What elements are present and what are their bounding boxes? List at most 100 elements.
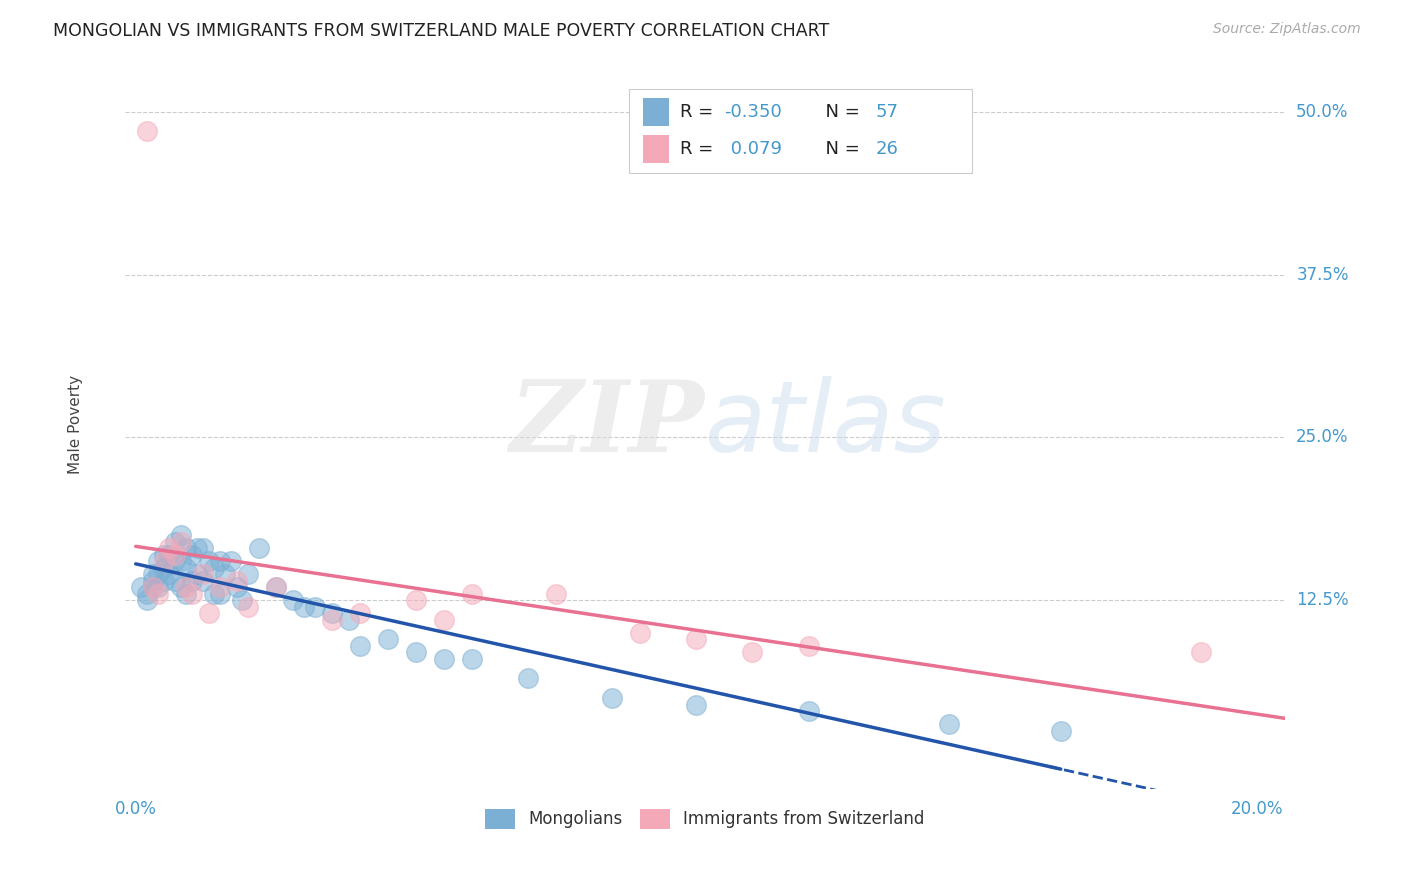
Point [628, 625, 651, 640]
Point [136, 593, 159, 607]
Point [281, 593, 304, 607]
Point [141, 580, 163, 594]
Point [152, 554, 174, 568]
Text: N =: N = [814, 140, 865, 158]
Point [169, 554, 191, 568]
Text: 57: 57 [876, 103, 898, 121]
Bar [644, 98, 669, 126]
Point [157, 548, 180, 562]
Point [191, 541, 214, 556]
Point [219, 554, 242, 568]
Point [236, 567, 259, 582]
Point [208, 554, 231, 568]
Point [208, 580, 231, 594]
Point [741, 645, 763, 659]
Point [186, 541, 208, 556]
Point [236, 599, 259, 614]
Point [461, 587, 484, 601]
Text: R =: R = [681, 103, 720, 121]
Text: N =: N = [814, 103, 865, 121]
Point [405, 593, 427, 607]
Bar [644, 136, 669, 163]
Point [152, 548, 174, 562]
Point [146, 554, 169, 568]
Point [685, 632, 707, 647]
Text: 50.0%: 50.0% [1296, 103, 1348, 120]
Text: 12.5%: 12.5% [1296, 591, 1348, 609]
Point [349, 639, 371, 653]
Point [141, 580, 163, 594]
Text: R =: R = [681, 140, 720, 158]
Point [186, 567, 208, 582]
Point [163, 554, 186, 568]
Point [146, 587, 169, 601]
Point [141, 567, 163, 582]
Point [152, 560, 174, 574]
Point [180, 548, 202, 562]
Point [247, 541, 270, 556]
Point [1189, 645, 1212, 659]
Point [225, 574, 247, 588]
Point [685, 698, 707, 712]
Point [174, 560, 197, 574]
Point [377, 632, 399, 647]
Point [1049, 723, 1071, 738]
Point [157, 567, 180, 582]
Point [938, 717, 960, 731]
FancyBboxPatch shape [630, 89, 972, 173]
Point [174, 541, 197, 556]
Point [141, 574, 163, 588]
Point [146, 580, 169, 594]
Point [321, 613, 343, 627]
Text: 37.5%: 37.5% [1296, 266, 1348, 284]
Point [191, 567, 214, 582]
Point [405, 645, 427, 659]
Point [337, 613, 360, 627]
Text: atlas: atlas [704, 376, 946, 473]
Text: -0.350: -0.350 [724, 103, 782, 121]
Point [163, 548, 186, 562]
Point [208, 587, 231, 601]
Point [169, 528, 191, 542]
Point [304, 599, 326, 614]
Point [157, 541, 180, 556]
Point [163, 534, 186, 549]
Point [461, 652, 484, 666]
Point [174, 587, 197, 601]
Point [546, 587, 568, 601]
Text: 26: 26 [876, 140, 898, 158]
Point [131, 580, 153, 594]
Text: Source: ZipAtlas.com: Source: ZipAtlas.com [1213, 22, 1361, 37]
Point [797, 639, 820, 653]
Point [321, 607, 343, 621]
Point [197, 554, 219, 568]
Text: 25.0%: 25.0% [1296, 428, 1348, 446]
Point [180, 587, 202, 601]
Point [797, 704, 820, 718]
Point [264, 580, 287, 594]
Point [264, 580, 287, 594]
Point [349, 607, 371, 621]
Point [136, 587, 159, 601]
Point [180, 574, 202, 588]
Point [517, 672, 540, 686]
Point [202, 587, 225, 601]
Point [174, 580, 197, 594]
Point [433, 613, 456, 627]
Point [136, 124, 159, 138]
Point [163, 574, 186, 588]
Point [191, 574, 214, 588]
Point [197, 607, 219, 621]
Point [225, 580, 247, 594]
Point [152, 574, 174, 588]
Text: MONGOLIAN VS IMMIGRANTS FROM SWITZERLAND MALE POVERTY CORRELATION CHART: MONGOLIAN VS IMMIGRANTS FROM SWITZERLAND… [53, 22, 830, 40]
Legend: Mongolians, Immigrants from Switzerland: Mongolians, Immigrants from Switzerland [478, 802, 931, 836]
Point [292, 599, 315, 614]
Point [169, 580, 191, 594]
Point [214, 567, 236, 582]
Point [202, 560, 225, 574]
Point [146, 567, 169, 582]
Text: 0.079: 0.079 [724, 140, 782, 158]
Point [600, 691, 623, 706]
Text: ZIP: ZIP [510, 376, 704, 473]
